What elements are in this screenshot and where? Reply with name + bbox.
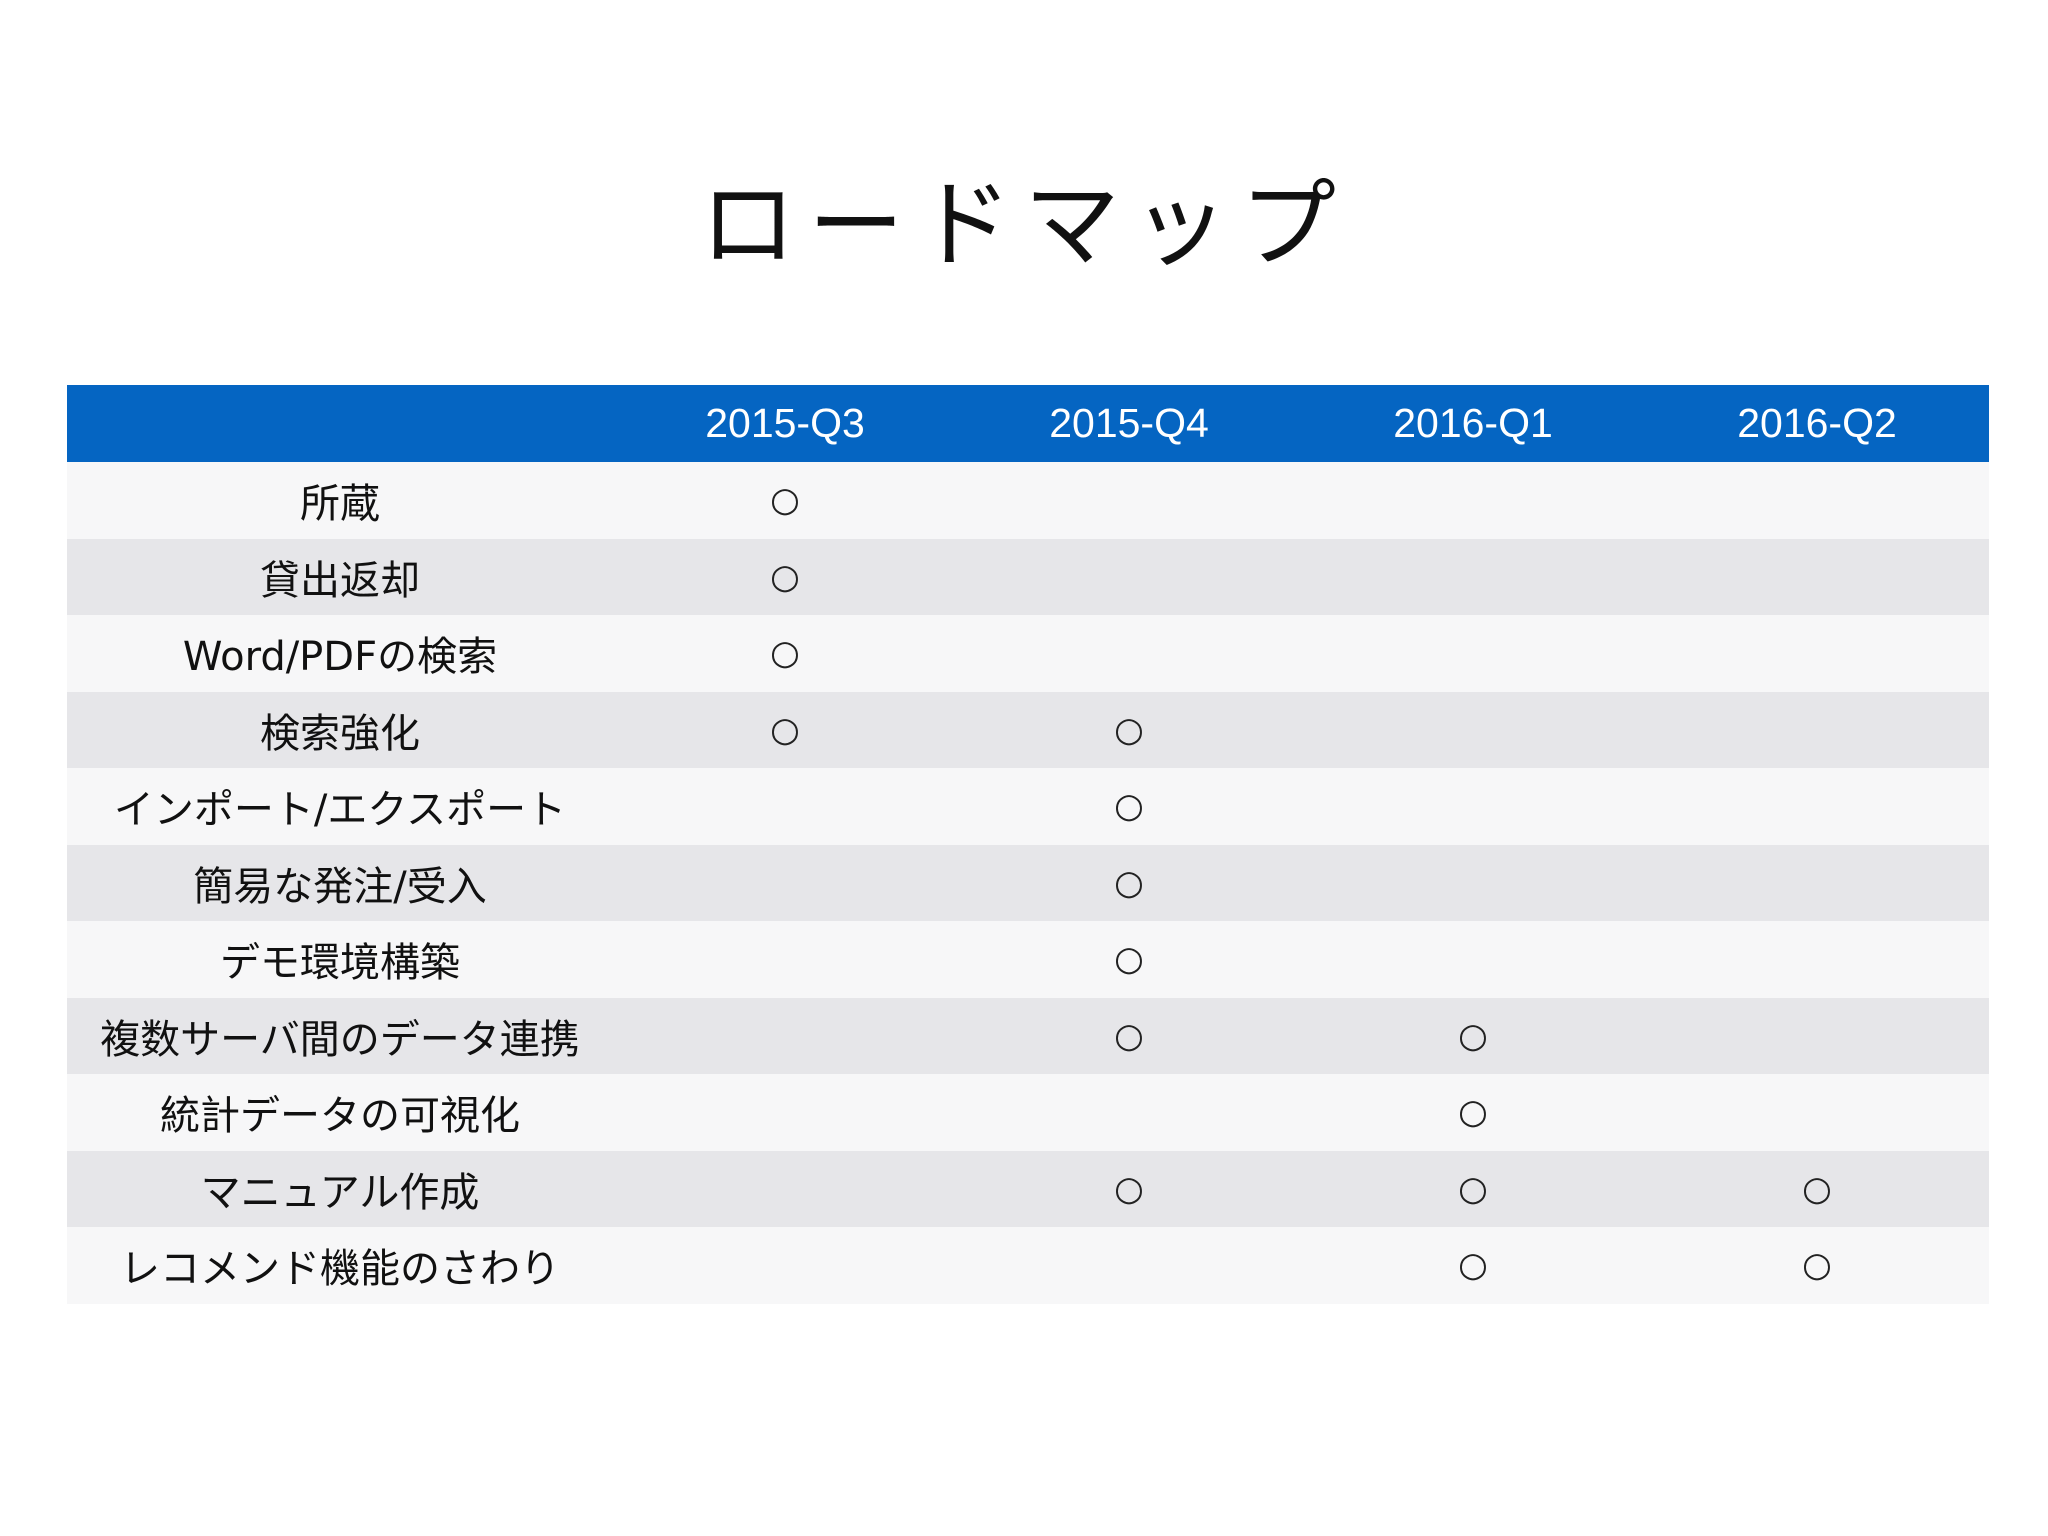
table-row: マニュアル作成 ○ ○ ○ <box>67 1150 1989 1228</box>
mark-cell: ○ <box>770 633 800 674</box>
mark-cell <box>613 1227 957 1304</box>
slide-title: ロードマップ <box>700 169 1348 281</box>
mark-cell <box>613 998 957 1075</box>
mark-cell <box>1645 692 1989 769</box>
table-row: 検索強化 ○ ○ <box>67 691 1989 769</box>
mark-cell <box>957 1227 1301 1304</box>
mark-cell <box>1301 462 1645 539</box>
mark-cell <box>613 768 957 845</box>
mark-cell: ○ <box>1114 862 1144 903</box>
mark-cell: ○ <box>1458 1245 1488 1286</box>
mark-cell: ○ <box>1458 1092 1488 1133</box>
mark-cell: ○ <box>1114 709 1144 750</box>
mark-cell: ○ <box>1802 1168 1832 1209</box>
mark-cell <box>1645 845 1989 922</box>
row-label: 複数サーバ間のデータ連携 <box>100 1016 580 1063</box>
mark-cell <box>957 1074 1301 1151</box>
table-header: 2015-Q3 2015-Q4 2016-Q1 2016-Q2 <box>67 385 1989 462</box>
mark-cell <box>1645 1074 1989 1151</box>
mark-cell <box>957 615 1301 692</box>
header-corner <box>67 385 613 462</box>
mark-cell <box>1301 768 1645 845</box>
mark-cell <box>1301 921 1645 998</box>
row-label: 所蔵 <box>300 481 380 528</box>
column-header-2016-q1: 2016-Q1 <box>1393 400 1553 446</box>
mark-cell <box>1301 692 1645 769</box>
mark-cell: ○ <box>1114 1015 1144 1056</box>
mark-cell: ○ <box>1458 1015 1488 1056</box>
mark-cell <box>1301 539 1645 616</box>
row-label: インポート/エクスポート <box>113 787 567 834</box>
table-row: レコメンド機能のさわり ○ ○ <box>67 1227 1989 1304</box>
mark-cell <box>613 1074 957 1151</box>
table-row: 所蔵 ○ <box>67 462 1989 539</box>
mark-cell: ○ <box>1114 939 1144 980</box>
mark-cell <box>1645 768 1989 845</box>
mark-cell <box>613 1151 957 1228</box>
mark-cell <box>1301 615 1645 692</box>
mark-cell: ○ <box>770 480 800 521</box>
mark-cell <box>1645 921 1989 998</box>
mark-cell: ○ <box>770 709 800 750</box>
mark-cell: ○ <box>1114 786 1144 827</box>
table-row: Word/PDFの検索 ○ <box>67 615 1989 692</box>
table-row: デモ環境構築 ○ <box>67 921 1989 998</box>
column-header-2015-q4: 2015-Q4 <box>1049 400 1209 446</box>
table-row: 複数サーバ間のデータ連携 ○ ○ <box>67 997 1989 1075</box>
mark-cell <box>957 462 1301 539</box>
mark-cell <box>613 921 957 998</box>
mark-cell: ○ <box>770 556 800 597</box>
header-row: 2015-Q3 2015-Q4 2016-Q1 2016-Q2 <box>67 385 1989 462</box>
mark-cell <box>1301 845 1645 922</box>
row-label: マニュアル作成 <box>200 1169 480 1216</box>
row-label: Word/PDFの検索 <box>182 634 498 681</box>
row-label: デモ環境構築 <box>220 940 460 987</box>
table-row: インポート/エクスポート ○ <box>67 768 1989 845</box>
mark-cell <box>1645 539 1989 616</box>
mark-cell <box>957 539 1301 616</box>
table-row: 簡易な発注/受入 ○ <box>67 844 1989 922</box>
column-header-2016-q2: 2016-Q2 <box>1737 400 1897 446</box>
mark-cell: ○ <box>1458 1168 1488 1209</box>
column-header-2015-q3: 2015-Q3 <box>705 400 865 446</box>
table-body: 所蔵 ○ 貸出返却 ○ Word/PDFの検索 ○ 検索強化 ○ ○ <box>67 462 1989 1304</box>
table-row: 貸出返却 ○ <box>67 538 1989 616</box>
mark-cell <box>1645 462 1989 539</box>
row-label: 簡易な発注/受入 <box>193 863 487 910</box>
row-label: 検索強化 <box>260 710 420 757</box>
row-label: 貸出返却 <box>260 557 420 604</box>
mark-cell: ○ <box>1802 1245 1832 1286</box>
table-row: 統計データの可視化 ○ <box>67 1074 1989 1151</box>
row-label: レコメンド機能のさわり <box>120 1246 560 1293</box>
mark-cell <box>613 845 957 922</box>
mark-cell: ○ <box>1114 1168 1144 1209</box>
row-label: 統計データの可視化 <box>160 1093 520 1140</box>
mark-cell <box>1645 615 1989 692</box>
roadmap-table: 2015-Q3 2015-Q4 2016-Q1 2016-Q2 所蔵 ○ 貸出返… <box>67 385 1989 1304</box>
mark-cell <box>1645 998 1989 1075</box>
